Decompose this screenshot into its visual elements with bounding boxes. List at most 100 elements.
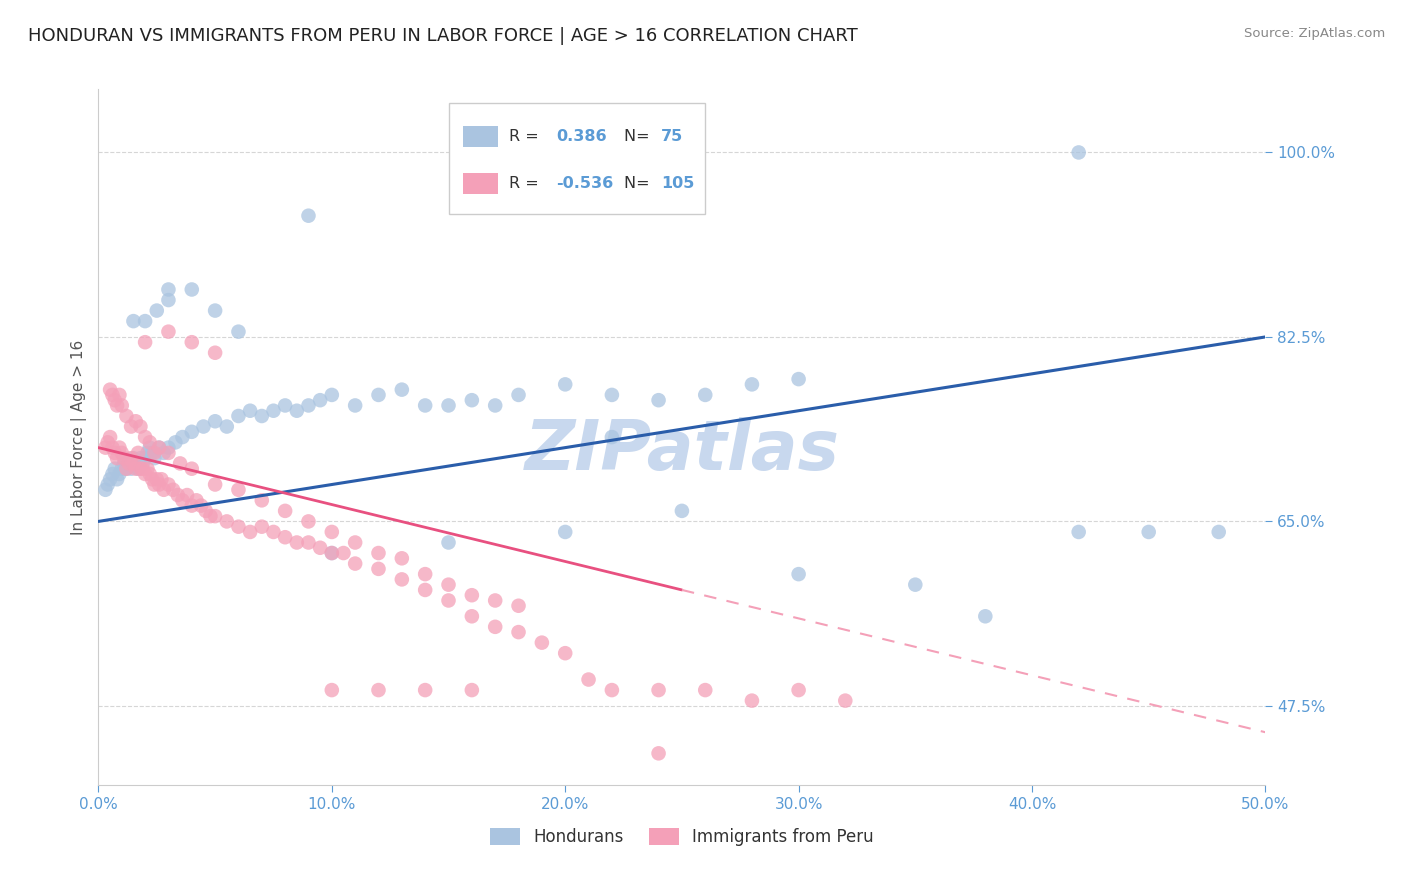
Point <box>321 524 343 539</box>
Text: N=: N= <box>623 129 654 144</box>
Point <box>157 283 180 297</box>
Point <box>204 303 226 318</box>
Point <box>112 451 135 466</box>
Point <box>1067 145 1090 160</box>
Point <box>250 409 273 423</box>
Bar <box>449 103 706 214</box>
Text: R =: R = <box>509 129 544 144</box>
Point <box>104 393 127 408</box>
Point <box>143 446 166 460</box>
Point <box>148 441 170 455</box>
Y-axis label: In Labor Force | Age > 16: In Labor Force | Age > 16 <box>72 340 87 534</box>
Point <box>367 388 389 402</box>
Point <box>834 693 856 707</box>
Point <box>554 646 576 660</box>
Point <box>118 457 141 471</box>
Point <box>129 461 152 475</box>
Point <box>262 403 284 417</box>
Point <box>108 467 131 481</box>
Text: HONDURAN VS IMMIGRANTS FROM PERU IN LABOR FORCE | AGE > 16 CORRELATION CHART: HONDURAN VS IMMIGRANTS FROM PERU IN LABO… <box>28 27 858 45</box>
Point <box>105 472 128 486</box>
Point <box>461 609 484 624</box>
Point <box>262 524 284 539</box>
Point <box>172 493 194 508</box>
Point <box>787 567 810 582</box>
Point <box>344 535 367 549</box>
Point <box>101 441 124 455</box>
Point <box>157 293 180 307</box>
Point <box>120 451 142 466</box>
Point <box>413 567 436 582</box>
Legend: Hondurans, Immigrants from Peru: Hondurans, Immigrants from Peru <box>484 822 880 853</box>
Point <box>228 409 250 423</box>
Point <box>1067 524 1090 539</box>
Point <box>141 446 163 460</box>
Point <box>194 504 217 518</box>
Point <box>129 451 152 466</box>
Point <box>180 499 202 513</box>
Point <box>228 519 250 533</box>
Point <box>125 457 148 471</box>
Point <box>94 441 117 455</box>
Point <box>152 446 174 460</box>
Text: R =: R = <box>509 176 544 191</box>
Point <box>165 435 187 450</box>
Point <box>186 493 208 508</box>
Point <box>157 325 180 339</box>
Point <box>554 524 576 539</box>
Point <box>129 419 152 434</box>
Point <box>695 388 717 402</box>
Text: 105: 105 <box>661 176 695 191</box>
Point <box>146 472 169 486</box>
Point <box>157 477 180 491</box>
Point <box>530 635 553 649</box>
Point <box>127 446 149 460</box>
Point <box>108 441 131 455</box>
Point <box>98 472 121 486</box>
Point <box>180 461 202 475</box>
Point <box>132 457 155 471</box>
Point <box>285 535 308 549</box>
Point <box>105 451 128 466</box>
Point <box>647 747 669 761</box>
Point <box>274 504 297 518</box>
Point <box>274 530 297 544</box>
Point <box>578 673 600 687</box>
Point <box>134 430 156 444</box>
Point <box>228 483 250 497</box>
Point <box>461 683 484 698</box>
Point <box>180 335 202 350</box>
Point <box>98 430 121 444</box>
Point <box>97 435 120 450</box>
Point <box>97 477 120 491</box>
Point <box>143 451 166 466</box>
Point <box>108 388 131 402</box>
Point <box>671 504 693 518</box>
Point <box>367 546 389 560</box>
Point <box>180 425 202 439</box>
Point <box>98 383 121 397</box>
Point <box>367 562 389 576</box>
Point <box>787 683 810 698</box>
Point <box>297 515 319 529</box>
Point <box>215 419 238 434</box>
Point <box>134 451 156 466</box>
Text: 75: 75 <box>661 129 683 144</box>
Point <box>239 524 262 539</box>
Point <box>148 441 170 455</box>
Point <box>150 472 173 486</box>
Point <box>104 446 127 460</box>
Point <box>146 303 169 318</box>
Point <box>134 314 156 328</box>
Point <box>508 625 530 640</box>
Point <box>741 693 763 707</box>
Point <box>344 557 367 571</box>
Point <box>105 399 128 413</box>
Point <box>134 335 156 350</box>
Point <box>437 593 460 607</box>
Point <box>321 388 343 402</box>
Point <box>141 472 163 486</box>
Point <box>115 409 138 423</box>
Point <box>122 457 145 471</box>
Point <box>600 430 623 444</box>
